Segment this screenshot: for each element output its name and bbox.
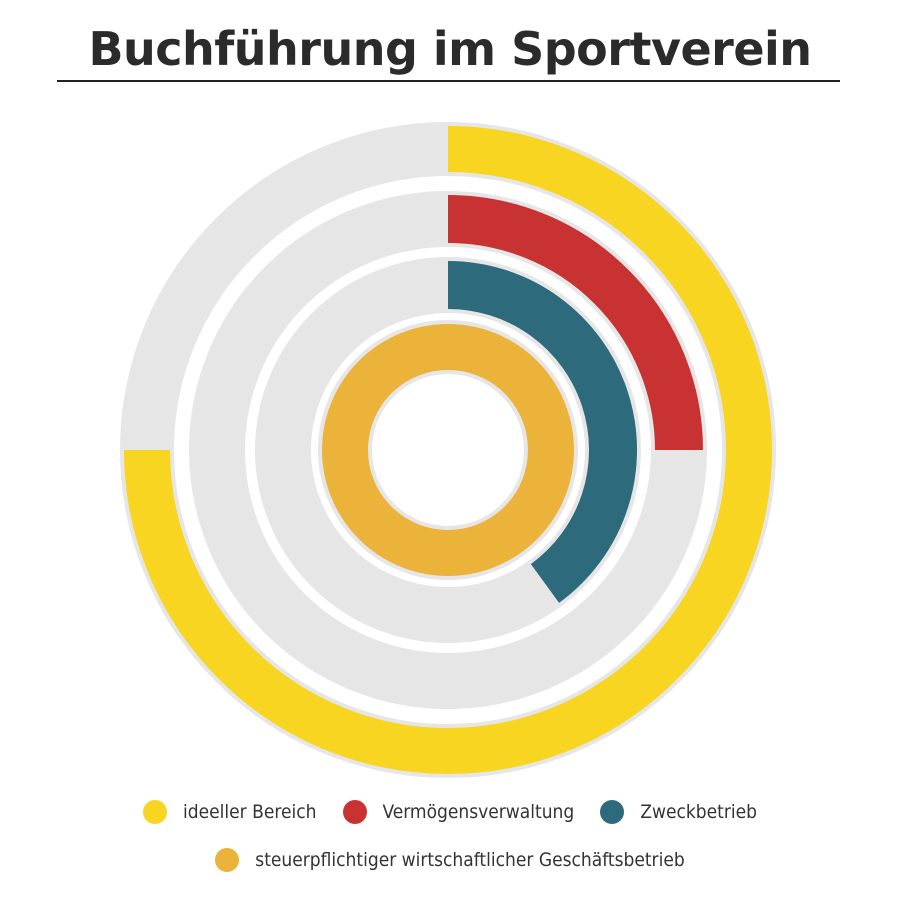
legend-swatch-vermoegensverwaltung <box>342 800 367 824</box>
legend-label-ideeller-bereich: ideeller Bereich <box>183 801 317 823</box>
legend-label-vermoegensverwaltung: Vermögensverwaltung <box>382 801 575 823</box>
legend-swatch-ideeller-bereich <box>143 800 168 824</box>
legend-label-geschaeftsbetrieb: steuerpflichtiger wirtschaftlicher Gesch… <box>255 849 685 871</box>
legend-row-2: steuerpflichtiger wirtschaftlicher Gesch… <box>0 848 900 872</box>
chart-title: Buchführung im Sportverein <box>88 22 812 76</box>
legend-row-1: ideeller Bereich Vermögensverwaltung Zwe… <box>0 800 900 824</box>
ring-bar-4[interactable] <box>322 324 574 576</box>
ring-bar-2[interactable] <box>447 195 703 451</box>
legend-item-geschaeftsbetrieb[interactable]: steuerpflichtiger wirtschaftlicher Gesch… <box>215 848 685 872</box>
legend-label-zweckbetrieb: Zweckbetrieb <box>640 801 757 823</box>
ring-bar-1[interactable] <box>124 126 772 774</box>
ring-bar-3[interactable] <box>447 261 637 603</box>
legend-swatch-zweckbetrieb <box>600 800 625 824</box>
legend-item-zweckbetrieb[interactable]: Zweckbetrieb <box>600 800 757 824</box>
legend-item-ideeller-bereich[interactable]: ideeller Bereich <box>143 800 317 824</box>
legend-item-vermoegensverwaltung[interactable]: Vermögensverwaltung <box>342 800 575 824</box>
title-underline <box>57 80 840 82</box>
legend-swatch-geschaeftsbetrieb <box>215 848 240 872</box>
